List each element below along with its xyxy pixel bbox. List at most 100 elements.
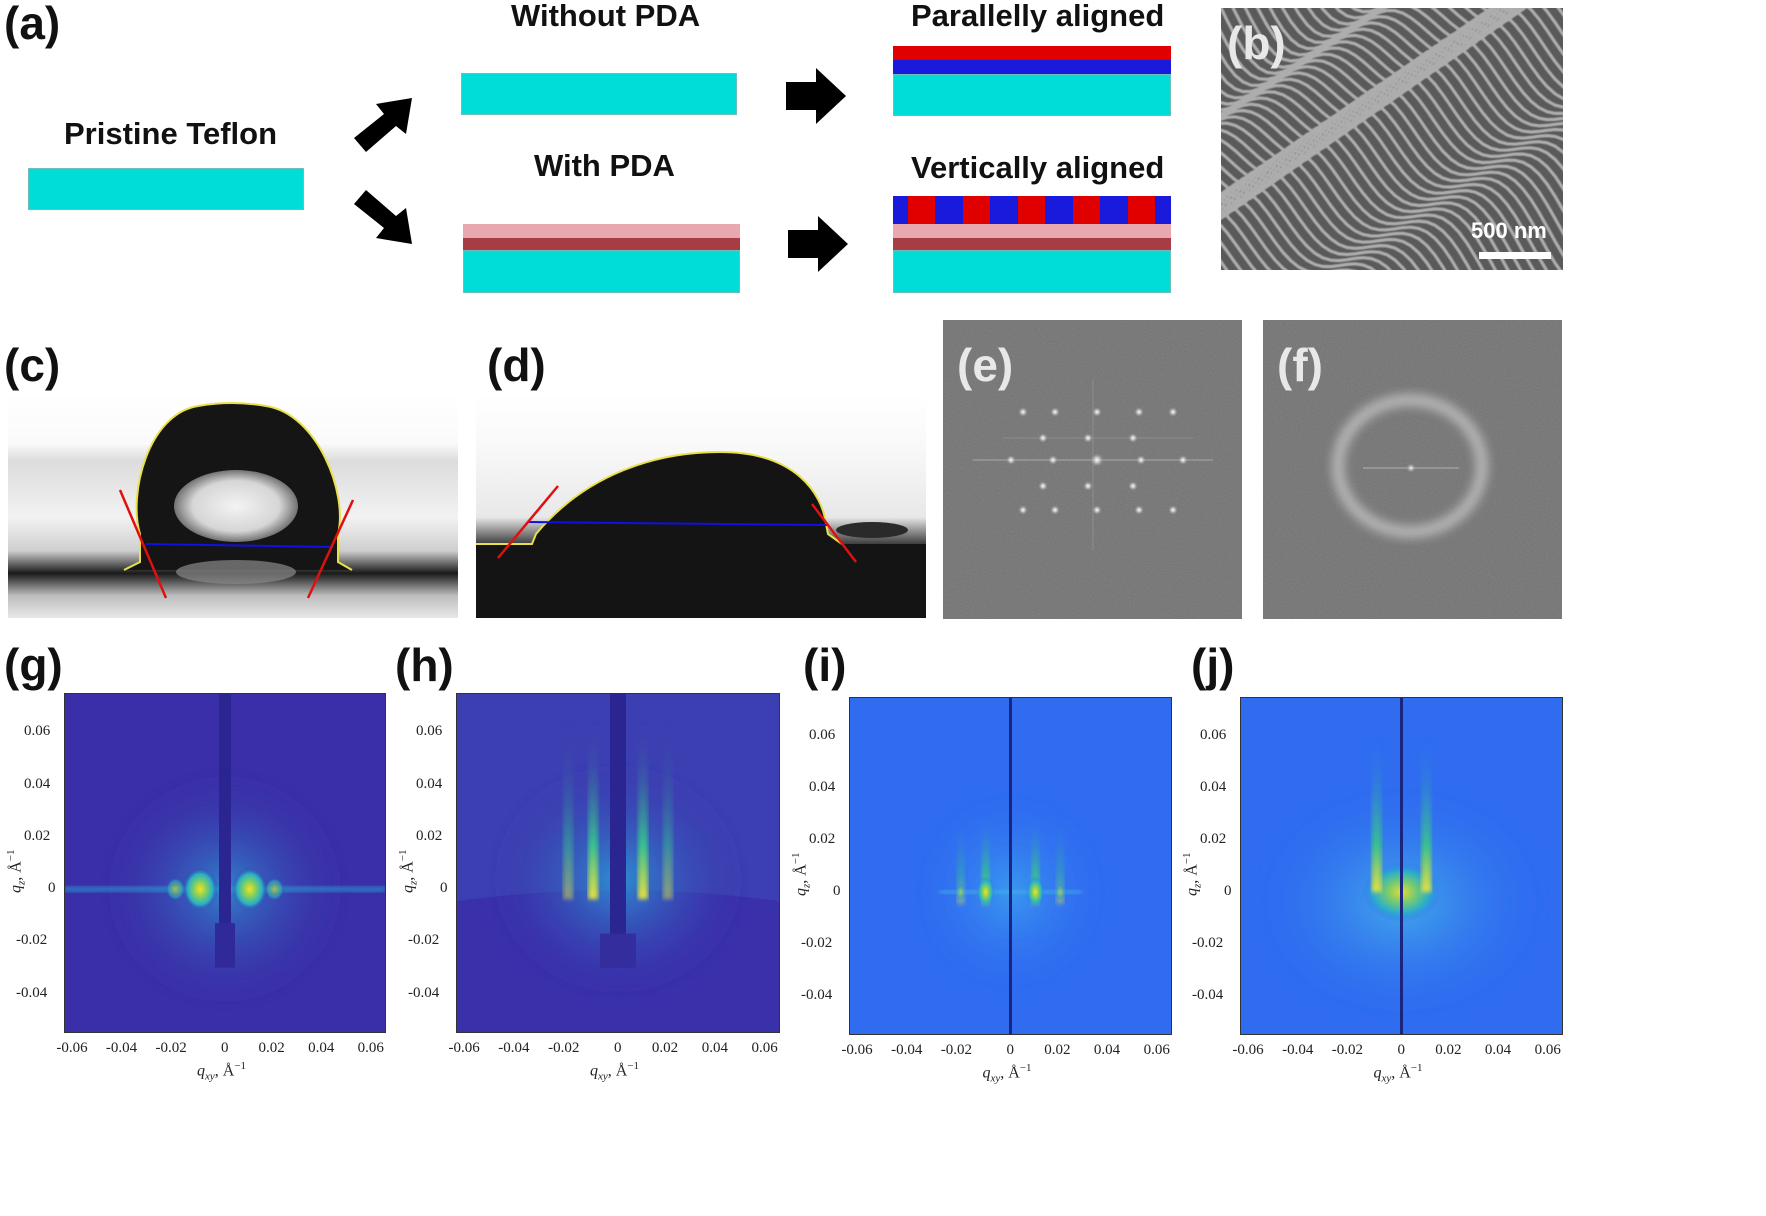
x-tick-label: 0.06 (1534, 1042, 1561, 1058)
y-tick-label: 0 (833, 883, 841, 899)
x-axis-label: qxy, Å−1 (197, 1061, 246, 1083)
fingerprint-line (1268, 8, 1563, 70)
y-tick-label: -0.02 (1192, 935, 1224, 951)
y-axis-unit: , Å (1183, 864, 1201, 884)
fingerprint-pattern-image (1221, 8, 1563, 270)
fft-spot (1018, 407, 1028, 417)
pda-top-layer (463, 224, 740, 238)
heatmap-panel-j (1240, 697, 1563, 1035)
fft-spot (1006, 455, 1016, 465)
y-axis-subscript: z (1191, 883, 1204, 888)
heatmap-image (456, 693, 780, 1033)
x-tick-label: 0.04 (701, 1040, 728, 1056)
panel-f-label: (f) (1277, 339, 1323, 391)
fft-spot (1090, 453, 1104, 467)
x-axis-symbol: q (197, 1062, 205, 1080)
fingerprint-line (1243, 8, 1563, 89)
x-axis-power: −1 (1410, 1062, 1423, 1074)
vertical-teflon-layer (893, 250, 1171, 293)
y-tick-label: -0.02 (801, 935, 833, 951)
y-axis-subscript: z (407, 880, 420, 885)
x-axis-power: −1 (234, 1060, 247, 1072)
y-axis-unit: , Å (7, 861, 25, 881)
fft-spot (1050, 407, 1060, 417)
x-axis-unit: , Å (1391, 1064, 1411, 1082)
parallel-aligned-label: Parallelly aligned (911, 0, 1165, 33)
panel-b: (b) 500 nm (1221, 8, 1563, 270)
x-tick-label: -0.02 (940, 1042, 973, 1058)
x-tick-label: -0.04 (498, 1040, 530, 1056)
x-axis-label: qxy, Å−1 (590, 1061, 639, 1083)
heatmap-panel-g (64, 693, 386, 1033)
x-tick-label: 0.02 (1435, 1042, 1462, 1058)
fft-spot (1092, 407, 1102, 417)
x-tick-label: 0.02 (651, 1040, 679, 1056)
x-axis-power: −1 (627, 1060, 640, 1072)
x-tick-label: 0 (1006, 1042, 1015, 1058)
x-tick-label: 0.04 (1484, 1042, 1512, 1058)
y-tick-label: 0.02 (1200, 831, 1227, 847)
y-axis-power: −1 (5, 849, 17, 862)
fft-spot (1178, 455, 1188, 465)
without-pda-layer (461, 73, 737, 115)
fft-hexagonal-image (943, 320, 1242, 619)
vertical-pda-top-layer (893, 224, 1171, 238)
x-tick-label: 0.02 (1044, 1042, 1071, 1058)
with-pda-teflon-layer (463, 250, 740, 293)
scale-bar (1479, 252, 1551, 259)
x-axis-subscript: xy (598, 1070, 608, 1083)
x-tick-label: 0.06 (751, 1040, 778, 1056)
y-tick-label: -0.02 (408, 932, 440, 949)
vertical-aligned-label: Vertically aligned (911, 150, 1165, 185)
y-tick-label: -0.02 (16, 932, 48, 949)
pristine-teflon-label: Pristine Teflon (64, 116, 278, 151)
fft-spot (1038, 433, 1048, 443)
fingerprint-line (1293, 8, 1563, 58)
x-tick-label: 0 (1397, 1042, 1406, 1058)
y-axis-power: −1 (1181, 852, 1193, 865)
fingerprint-line (1306, 8, 1506, 51)
y-tick-label: 0.04 (809, 779, 836, 795)
y-tick-label: 0.04 (1200, 779, 1227, 795)
parallel-teflon-layer (893, 74, 1171, 116)
y-axis-label: qz, Å−1 (790, 852, 813, 896)
x-tick-label: 0.04 (308, 1040, 335, 1056)
panel-b-label: (b) (1227, 17, 1286, 69)
fft-spot (1128, 433, 1138, 443)
y-axis-subscript: z (800, 883, 813, 888)
fft-spot (1092, 505, 1102, 515)
panel-e: (e) (943, 320, 1242, 619)
panel-c-label: (c) (4, 339, 61, 391)
x-axis-symbol: q (590, 1062, 598, 1080)
x-tick-label: 0.04 (1093, 1042, 1121, 1058)
panel-c (8, 394, 458, 618)
fingerprint-line (1221, 91, 1563, 258)
x-tick-label: -0.02 (155, 1040, 187, 1056)
x-axis-subscript: xy (1381, 1072, 1392, 1085)
fft-spot (1134, 505, 1144, 515)
fingerprint-line (1221, 160, 1434, 270)
fingerprint-line (1221, 199, 1289, 270)
heatmap-panel-i (849, 697, 1172, 1035)
x-axis-unit: , Å (214, 1062, 235, 1080)
panel-f: (f) (1263, 320, 1562, 619)
fingerprint-line (1350, 8, 1520, 32)
y-axis-unit: , Å (399, 861, 417, 881)
x-axis-symbol: q (1373, 1064, 1382, 1082)
arrow-up-right-icon (354, 98, 412, 152)
y-tick-label: 0.06 (809, 727, 836, 743)
panel-d-label: (d) (487, 339, 546, 391)
vertical-pda-bottom-layer (893, 238, 1171, 250)
y-tick-label: 0 (48, 880, 56, 897)
y-tick-label: 0.02 (24, 827, 51, 844)
x-tick-label: -0.06 (1232, 1042, 1264, 1058)
x-axis-symbol: q (982, 1064, 991, 1082)
fingerprint-line (1221, 186, 1376, 270)
y-tick-label: -0.04 (16, 984, 48, 1001)
y-tick-label: -0.04 (1192, 987, 1224, 1003)
y-axis-unit: , Å (792, 864, 810, 884)
x-tick-label: 0 (614, 1040, 622, 1056)
fft-spot (1136, 455, 1146, 465)
panel-e-label: (e) (957, 339, 1014, 391)
y-axis-symbol: q (7, 885, 25, 893)
